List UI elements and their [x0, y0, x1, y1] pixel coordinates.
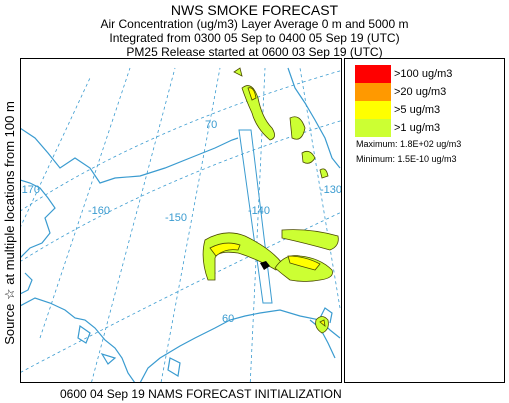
initialization-footer: 0600 04 Sep 19 NAMS FORECAST INITIALIZAT… — [60, 387, 342, 401]
legend-swatch-5 — [355, 101, 391, 119]
minimum-value: Minimum: 1.5E-10 ug/m3 — [356, 154, 457, 164]
smoke-plume-central — [202, 229, 339, 282]
concentration-description: Air Concentration (ug/m3) Layer Average … — [100, 17, 409, 31]
legend-panel: >100 ug/m3 >20 ug/m3 >5 ug/m3 >1 ug/m3 M… — [344, 58, 505, 383]
lon-label-160: -160 — [88, 205, 110, 217]
lat-label-70: 70 — [205, 119, 217, 131]
forecast-title: NWS SMOKE FORECAST — [170, 2, 339, 18]
maximum-value: Maximum: 1.8E+02 ug/m3 — [356, 139, 462, 149]
smoke-plume-north — [233, 67, 329, 179]
lon-label-170: -170 — [20, 184, 40, 196]
smoke-map: -170 -160 -150 -140 -130 70 60 — [20, 58, 342, 383]
legend-swatch-1 — [355, 119, 391, 137]
source-label: Source ☆ at multiple locations from 100 … — [2, 101, 17, 345]
lat-label-60: 60 — [222, 313, 234, 325]
legend-label-5: >5 ug/m3 — [394, 104, 441, 116]
legend-label-100: >100 ug/m3 — [394, 68, 453, 80]
release-start: PM25 Release started at 0600 03 Sep 19 (… — [126, 45, 383, 59]
legend-swatch-100 — [355, 65, 391, 83]
legend-label-20: >20 ug/m3 — [394, 86, 447, 98]
lon-label-140: -140 — [248, 205, 270, 217]
lon-label-150: -150 — [165, 212, 187, 224]
lon-label-130: -130 — [320, 184, 342, 196]
smoke-plume-southeast — [315, 316, 329, 334]
legend-swatch-20 — [355, 83, 391, 101]
legend-label-1: >1 ug/m3 — [394, 122, 441, 134]
integration-period: Integrated from 0300 05 Sep to 0400 05 S… — [109, 31, 400, 45]
